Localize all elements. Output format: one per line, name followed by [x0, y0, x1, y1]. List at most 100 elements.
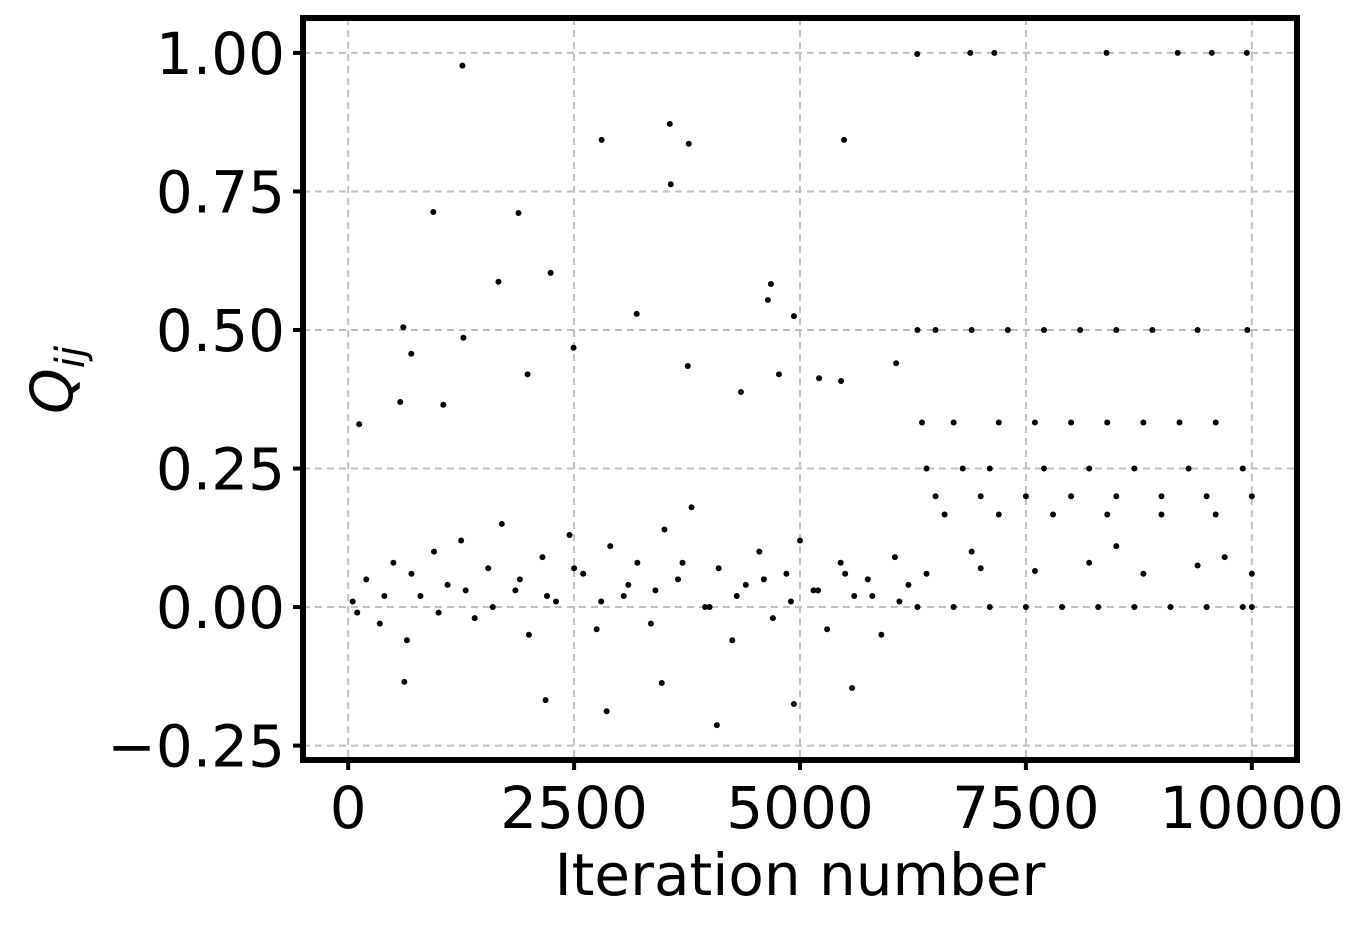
- point: [995, 511, 1002, 518]
- point: [1194, 326, 1201, 333]
- point: [756, 548, 763, 555]
- point: [977, 565, 984, 572]
- point: [1103, 49, 1110, 56]
- x-tick-label: 10000: [1160, 774, 1345, 842]
- point: [1140, 419, 1147, 426]
- point: [634, 559, 641, 566]
- point: [675, 576, 682, 583]
- x-tick-label: 0: [330, 774, 367, 842]
- point: [363, 576, 370, 583]
- point: [666, 120, 673, 127]
- point: [679, 559, 686, 566]
- point: [381, 592, 388, 599]
- point: [349, 598, 356, 605]
- point: [1158, 511, 1165, 518]
- point: [742, 581, 749, 588]
- point: [1131, 465, 1138, 472]
- point: [914, 326, 921, 333]
- point: [431, 548, 438, 555]
- point: [787, 598, 794, 605]
- point: [430, 208, 437, 215]
- point: [495, 278, 502, 285]
- point: [1040, 326, 1047, 333]
- point: [400, 324, 407, 331]
- point: [1176, 419, 1183, 426]
- point: [923, 570, 930, 577]
- point: [1086, 559, 1093, 566]
- point: [376, 620, 383, 627]
- point: [1095, 604, 1102, 611]
- point: [1203, 493, 1210, 500]
- point: [1113, 493, 1120, 500]
- point: [851, 592, 858, 599]
- point: [525, 631, 532, 638]
- point: [1203, 604, 1210, 611]
- point: [1086, 465, 1093, 472]
- point: [864, 576, 871, 583]
- point: [647, 620, 654, 627]
- point: [878, 631, 885, 638]
- point: [1212, 511, 1219, 518]
- point: [512, 587, 519, 594]
- point: [769, 615, 776, 622]
- point: [950, 419, 957, 426]
- point: [1068, 419, 1075, 426]
- point: [408, 350, 415, 357]
- y-tick-label: 1.00: [156, 20, 285, 88]
- point: [1113, 543, 1120, 550]
- point: [444, 581, 451, 588]
- point: [1104, 511, 1111, 518]
- point: [570, 344, 577, 351]
- point: [397, 399, 404, 406]
- point: [986, 465, 993, 472]
- point: [767, 280, 774, 287]
- point: [1077, 326, 1084, 333]
- y-tick-label: 0.00: [156, 574, 285, 642]
- point: [485, 565, 492, 572]
- point: [1040, 465, 1047, 472]
- point: [733, 592, 740, 599]
- point: [598, 598, 605, 605]
- point: [401, 678, 408, 685]
- point: [1031, 568, 1038, 575]
- point: [869, 592, 876, 599]
- point: [524, 371, 531, 378]
- point: [1059, 604, 1066, 611]
- point: [1194, 562, 1201, 569]
- point: [354, 609, 361, 616]
- y-axis-label-subscript: ij: [48, 345, 94, 368]
- point: [603, 708, 610, 715]
- point: [460, 334, 467, 341]
- point: [667, 181, 674, 188]
- point: [625, 581, 632, 588]
- point: [1149, 326, 1156, 333]
- point: [1131, 604, 1138, 611]
- point: [471, 615, 478, 622]
- point: [1212, 419, 1219, 426]
- point: [729, 637, 736, 644]
- point: [842, 570, 849, 577]
- point: [790, 313, 797, 320]
- point: [1244, 326, 1251, 333]
- point: [547, 269, 554, 276]
- point: [408, 570, 415, 577]
- point: [498, 520, 505, 527]
- point: [684, 363, 691, 370]
- point: [685, 140, 692, 147]
- point: [1248, 493, 1255, 500]
- point: [356, 421, 363, 428]
- point: [462, 587, 469, 594]
- point: [516, 576, 523, 583]
- point: [790, 701, 797, 708]
- point: [1022, 493, 1029, 500]
- point: [706, 604, 713, 611]
- point: [539, 554, 546, 561]
- point: [932, 326, 939, 333]
- plot-frame: [300, 15, 1300, 763]
- point: [760, 576, 767, 583]
- point: [566, 532, 573, 539]
- point: [658, 679, 665, 686]
- point: [923, 465, 930, 472]
- point: [542, 697, 549, 704]
